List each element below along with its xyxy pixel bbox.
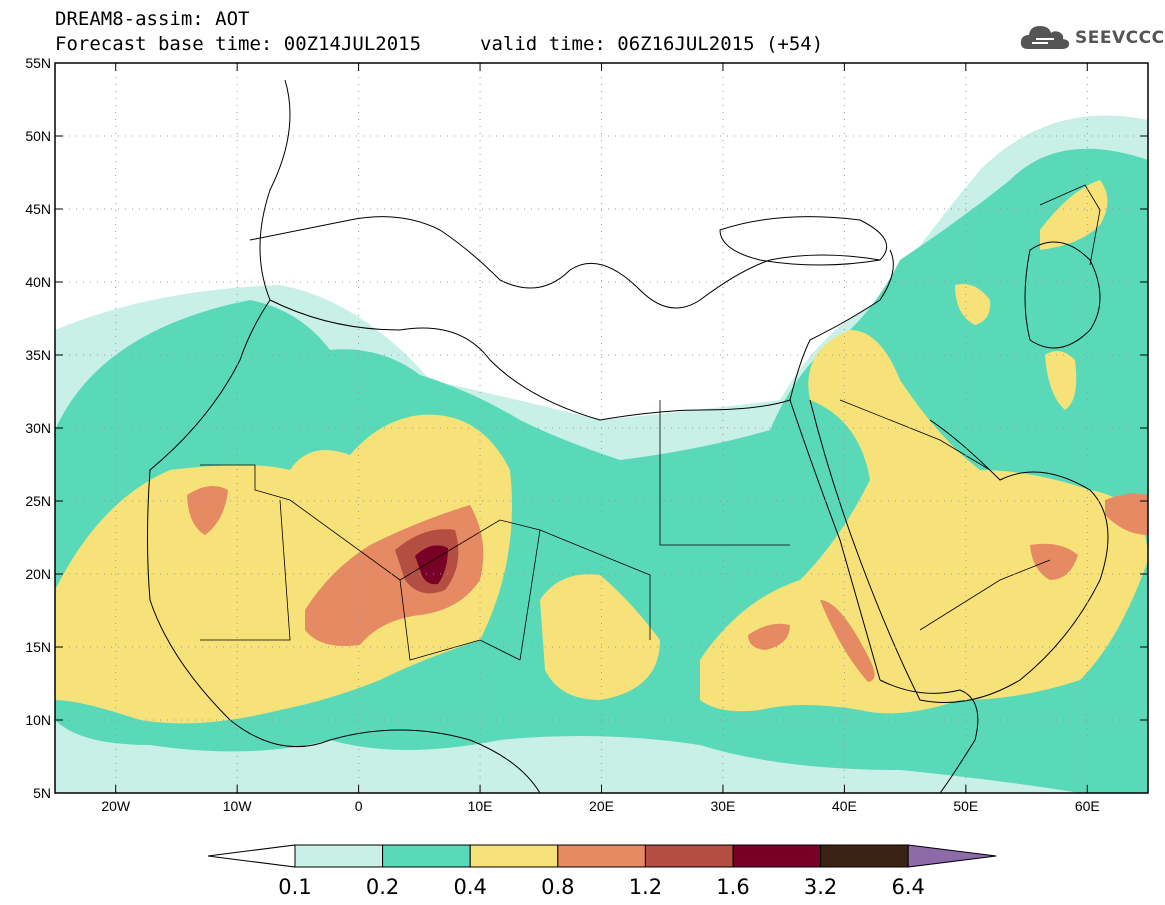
- colorbar-low-arrow: [207, 844, 296, 868]
- coastline-arabia: [809, 399, 1109, 703]
- aot-contour-0.4: [55, 414, 512, 724]
- coastline-mediterranean: [269, 249, 894, 421]
- forecast-base-time: Forecast base time: 00Z14JUL2015: [55, 33, 422, 55]
- lat-tick-label: 10N: [25, 712, 51, 728]
- cloud-icon: [1020, 26, 1070, 49]
- border-line: [200, 499, 291, 641]
- colorbar-label: 1.6: [716, 875, 749, 899]
- axis-ticks: 55N 50N 45N 40N 35N 30N 25N 20N 15N 10N 5N 20W 10W 0 1…: [25, 55, 1148, 814]
- colorbar-swatch: [382, 844, 471, 868]
- aot-contour-0.4d: [1040, 180, 1108, 250]
- seevccc-logo: SEEVCCC: [1018, 22, 1165, 54]
- colorbar-label: 3.2: [804, 875, 837, 899]
- lat-tick-label: 20N: [25, 566, 51, 582]
- border-line: [839, 399, 991, 471]
- colorbar-label: 0.2: [366, 875, 399, 899]
- lat-tick-label: 45N: [25, 201, 51, 217]
- lon-tick-label: 0: [355, 798, 363, 814]
- coastline-red-sea: [789, 399, 881, 681]
- lon-tick-label: 20W: [101, 798, 131, 814]
- lat-tick-label: 30N: [25, 420, 51, 436]
- coastlines: [147, 79, 1109, 793]
- country-borders: [200, 184, 1101, 661]
- aot-contour-0.4f: [1045, 351, 1077, 410]
- lon-tick-label: 40E: [832, 798, 857, 814]
- colorbar-swatch: [820, 844, 909, 868]
- border-line: [519, 529, 541, 661]
- lat-tick-label: 5N: [33, 785, 51, 801]
- aot-contour-0.8c: [1030, 543, 1078, 580]
- aot-contour-0.8d: [1105, 493, 1148, 535]
- colorbar-label: 0.1: [278, 875, 311, 899]
- border-line: [399, 579, 521, 661]
- lon-tick-label: 10W: [223, 798, 253, 814]
- aot-contour-0.4e: [955, 284, 991, 325]
- aot-contour-0.8f: [820, 600, 875, 682]
- coastline-africa-west: [147, 79, 541, 793]
- colorbar-swatch: [557, 844, 646, 868]
- graticule: [55, 63, 1148, 793]
- border-line: [1039, 184, 1101, 266]
- colorbar-swatch: [469, 844, 559, 868]
- colorbar-swatch: [644, 844, 734, 868]
- colorbar-label: 1.2: [629, 875, 662, 899]
- lon-tick-label: 20E: [589, 798, 614, 814]
- map-title: DREAM8-assim: AOT: [55, 8, 250, 30]
- lon-tick-label: 10E: [468, 798, 493, 814]
- colorbar-swatch: [732, 844, 822, 868]
- lat-tick-label: 50N: [25, 128, 51, 144]
- lat-tick-label: 25N: [25, 493, 51, 509]
- aot-contour-0.8b: [187, 486, 228, 535]
- coastline-black-sea: [719, 216, 888, 266]
- coastline-europe: [249, 216, 881, 309]
- lon-tick-label: 30E: [710, 798, 735, 814]
- colorbar-label: 6.4: [891, 875, 924, 899]
- colorbar-swatch: [294, 844, 384, 868]
- lon-tick-label: 60E: [1075, 798, 1100, 814]
- aot-contour-0.4b: [540, 574, 660, 700]
- coastline-horn-africa: [879, 679, 979, 793]
- logo-text: SEEVCCC: [1075, 28, 1165, 48]
- lat-tick-label: 55N: [25, 55, 51, 71]
- aot-contour-0.4c: [700, 330, 1148, 714]
- lat-tick-label: 15N: [25, 639, 51, 655]
- lon-tick-label: 50E: [953, 798, 978, 814]
- coastline-caspian: [1024, 241, 1101, 349]
- colorbar-high-arrow: [907, 844, 997, 868]
- aot-contour-1.6: [415, 545, 448, 585]
- valid-time: valid time: 06Z16JUL2015 (+54): [480, 33, 824, 55]
- lat-tick-label: 40N: [25, 274, 51, 290]
- colorbar-label: 0.4: [453, 875, 486, 899]
- border-line: [919, 559, 1051, 631]
- colorbar-label: 0.8: [541, 875, 574, 899]
- lat-tick-label: 35N: [25, 347, 51, 363]
- aot-contour-0.8e: [748, 623, 790, 650]
- border-line: [659, 400, 790, 546]
